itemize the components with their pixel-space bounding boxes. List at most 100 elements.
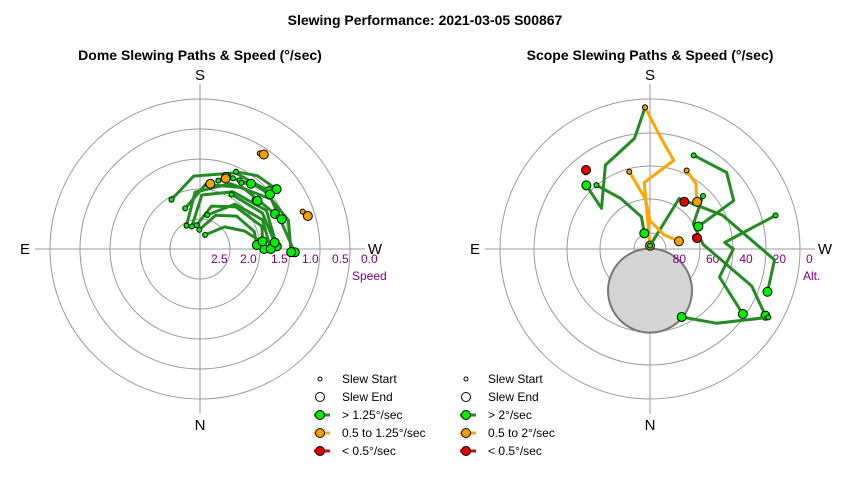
dome-chart: Dome Slewing Paths & Speed (°/sec) S N E… bbox=[20, 47, 426, 458]
slew-path bbox=[627, 170, 681, 243]
radial-tick-label: 20 bbox=[773, 252, 787, 266]
slew-start-marker bbox=[683, 167, 690, 174]
radial-tick-label: 0 bbox=[806, 252, 813, 266]
slew-start-marker bbox=[196, 226, 203, 233]
scope-dir-bottom: N bbox=[645, 417, 656, 434]
slew-end-marker bbox=[762, 286, 773, 297]
slew-start-marker bbox=[772, 212, 779, 219]
slew-start-marker bbox=[593, 182, 600, 189]
dome-dir-top: S bbox=[195, 67, 205, 84]
slew-path bbox=[584, 105, 647, 210]
radial-tick-label: 1.0 bbox=[302, 252, 319, 266]
slew-end-marker bbox=[693, 221, 704, 232]
legend-start-swatch bbox=[317, 376, 323, 382]
slew-path bbox=[197, 213, 259, 247]
legend-label: 0.5 to 1.25°/sec bbox=[342, 426, 426, 440]
legend-marker-swatch bbox=[461, 410, 471, 420]
slew-end-marker bbox=[271, 184, 282, 195]
slew-path bbox=[685, 169, 699, 204]
legend-label: < 0.5°/sec bbox=[488, 444, 542, 458]
slew-start-marker bbox=[765, 314, 772, 321]
radial-tick-label: 0.5 bbox=[332, 252, 349, 266]
legend-label: 0.5 to 2°/sec bbox=[488, 426, 555, 440]
slew-path bbox=[648, 197, 776, 294]
legend-end-swatch bbox=[461, 392, 471, 402]
radial-tick-label: 2.0 bbox=[240, 252, 257, 266]
slew-end-marker bbox=[220, 173, 231, 184]
slew-path bbox=[642, 105, 676, 248]
slew-start-marker bbox=[233, 168, 240, 175]
slew-start-marker bbox=[228, 191, 235, 198]
slew-path bbox=[691, 194, 767, 318]
slew-start-marker bbox=[182, 205, 189, 212]
slew-start-marker bbox=[700, 192, 707, 199]
scope-paths bbox=[581, 104, 779, 325]
dome-dir-right: W bbox=[368, 241, 383, 258]
dome-dir-left: E bbox=[20, 241, 30, 258]
slew-end-marker bbox=[692, 233, 703, 244]
slew-end-marker bbox=[245, 178, 256, 189]
scope-dir-right: W bbox=[818, 241, 833, 258]
legend-label: Slew Start bbox=[342, 372, 397, 386]
slew-end-marker bbox=[639, 228, 650, 239]
legend-label: > 2°/sec bbox=[488, 408, 532, 422]
slew-start-marker bbox=[193, 222, 200, 229]
slew-end-marker bbox=[269, 237, 280, 248]
slew-path bbox=[205, 202, 273, 251]
radial-tick-label: 0.0 bbox=[361, 252, 378, 266]
slew-start-marker bbox=[168, 196, 175, 203]
slew-end-marker bbox=[276, 214, 287, 225]
dome-legend: Slew Start Slew End > 1.25°/sec 0.5 to 1.25… bbox=[314, 372, 426, 458]
dome-chart-title: Dome Slewing Paths & Speed (°/sec) bbox=[78, 47, 322, 63]
slew-end-marker bbox=[286, 247, 297, 258]
legend-label: Slew End bbox=[342, 390, 393, 404]
scope-axis-label: Alt. bbox=[803, 269, 820, 283]
slew-path bbox=[230, 192, 277, 244]
slew-path bbox=[680, 315, 770, 325]
slew-path bbox=[692, 153, 736, 228]
dome-paths bbox=[168, 149, 313, 258]
scope-dir-left: E bbox=[470, 241, 480, 258]
slew-path bbox=[234, 170, 279, 191]
slew-end-marker bbox=[257, 236, 268, 247]
scope-radial-ticks: 80 60 40 20 0 bbox=[673, 252, 813, 266]
slew-end-marker bbox=[673, 236, 684, 247]
dome-dir-bottom: N bbox=[195, 417, 206, 434]
slew-start-marker bbox=[690, 152, 697, 159]
dome-radial-ticks: 2.5 2.0 1.5 1.0 0.5 0.0 bbox=[211, 252, 378, 266]
radial-tick-label: 1.5 bbox=[271, 252, 288, 266]
slew-start-marker bbox=[215, 177, 222, 184]
slew-start-marker bbox=[642, 104, 649, 111]
radial-tick-label: 40 bbox=[739, 252, 753, 266]
slew-start-marker bbox=[188, 223, 195, 230]
dome-grid bbox=[35, 84, 365, 414]
slew-end-marker bbox=[258, 149, 269, 160]
figure-title: Slewing Performance: 2021-03-05 S00867 bbox=[288, 12, 563, 28]
slew-path bbox=[718, 213, 778, 316]
legend-marker-swatch bbox=[461, 428, 471, 438]
legend-start-swatch bbox=[463, 376, 469, 382]
legend-marker-swatch bbox=[315, 410, 325, 420]
scope-chart: Scope Slewing Paths & Speed (°/sec) S N … bbox=[460, 47, 833, 458]
slew-start-marker bbox=[204, 211, 211, 218]
legend-label: Slew End bbox=[488, 390, 539, 404]
legend-marker-swatch bbox=[315, 428, 325, 438]
slew-end-marker bbox=[205, 178, 216, 189]
slew-end-marker bbox=[581, 180, 592, 191]
slew-path bbox=[190, 190, 279, 248]
slew-start-marker bbox=[183, 222, 190, 229]
legend-marker-swatch bbox=[461, 446, 471, 456]
radial-tick-label: 80 bbox=[673, 252, 687, 266]
slew-end-marker bbox=[692, 196, 703, 207]
slew-start-marker bbox=[299, 208, 306, 215]
slew-start-marker bbox=[647, 242, 653, 249]
legend-end-swatch bbox=[315, 392, 325, 402]
legend-label: Slew Start bbox=[488, 372, 543, 386]
slew-end-marker bbox=[581, 164, 592, 175]
legend-label: < 0.5°/sec bbox=[342, 444, 396, 458]
slew-start-marker bbox=[202, 231, 209, 238]
slew-start-marker bbox=[626, 168, 633, 175]
legend-marker-swatch bbox=[315, 446, 325, 456]
slew-end-marker bbox=[679, 196, 690, 207]
scope-chart-title: Scope Slewing Paths & Speed (°/sec) bbox=[527, 47, 774, 63]
